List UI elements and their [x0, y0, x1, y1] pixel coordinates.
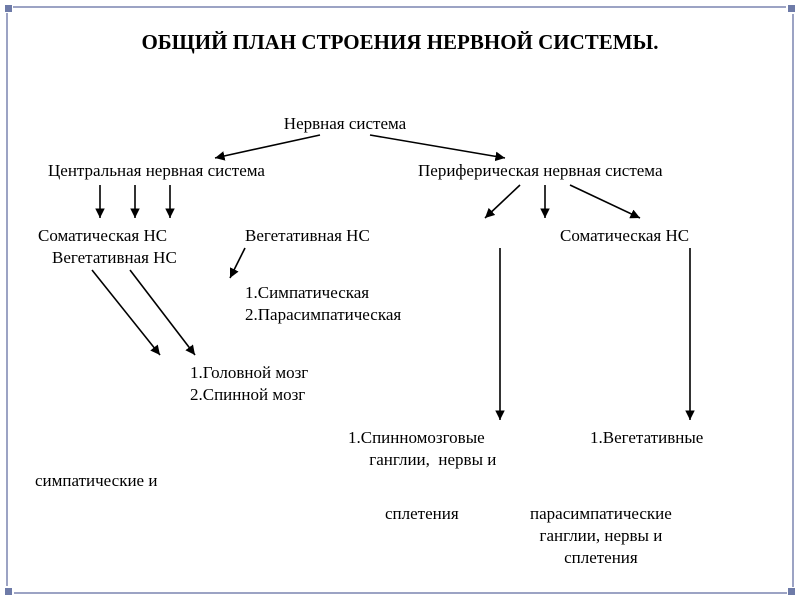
node-sympathetic-list: 1.Симпатическая 2.Парасимпатическая [245, 282, 401, 326]
node-parasympathetic-block: парасимпатические ганглии, нервы и сплет… [530, 503, 672, 569]
corner-dot-bl [4, 587, 13, 596]
corner-dot-tr [787, 4, 796, 13]
node-somatic-right: Соматическая НС [560, 225, 689, 247]
corner-dot-br [787, 587, 796, 596]
node-root: Нервная система [284, 113, 406, 135]
node-vegetative-label: 1.Вегетативные [590, 427, 703, 449]
node-brain-list: 1.Головной мозг 2.Спинной мозг [190, 362, 308, 406]
slide-title: ОБЩИЙ ПЛАН СТРОЕНИЯ НЕРВНОЙ СИСТЕМЫ. [0, 30, 800, 55]
node-spinal-ganglia: 1.Спинномозговые ганглии, нервы и [348, 427, 496, 471]
node-vegetative-center: Вегетативная НС [245, 225, 370, 247]
node-somatic-left: Соматическая НС [38, 225, 167, 247]
node-central-ns: Центральная нервная система [48, 160, 265, 182]
corner-dot-tl [4, 4, 13, 13]
node-sympathetic-and: симпатические и [35, 470, 157, 492]
slide-canvas: ОБЩИЙ ПЛАН СТРОЕНИЯ НЕРВНОЙ СИСТЕМЫ. Нер… [0, 0, 800, 600]
node-vegetative-left: Вегетативная НС [52, 247, 177, 269]
node-peripheral-ns: Периферическая нервная система [418, 160, 663, 182]
node-plexus: сплетения [385, 503, 459, 525]
